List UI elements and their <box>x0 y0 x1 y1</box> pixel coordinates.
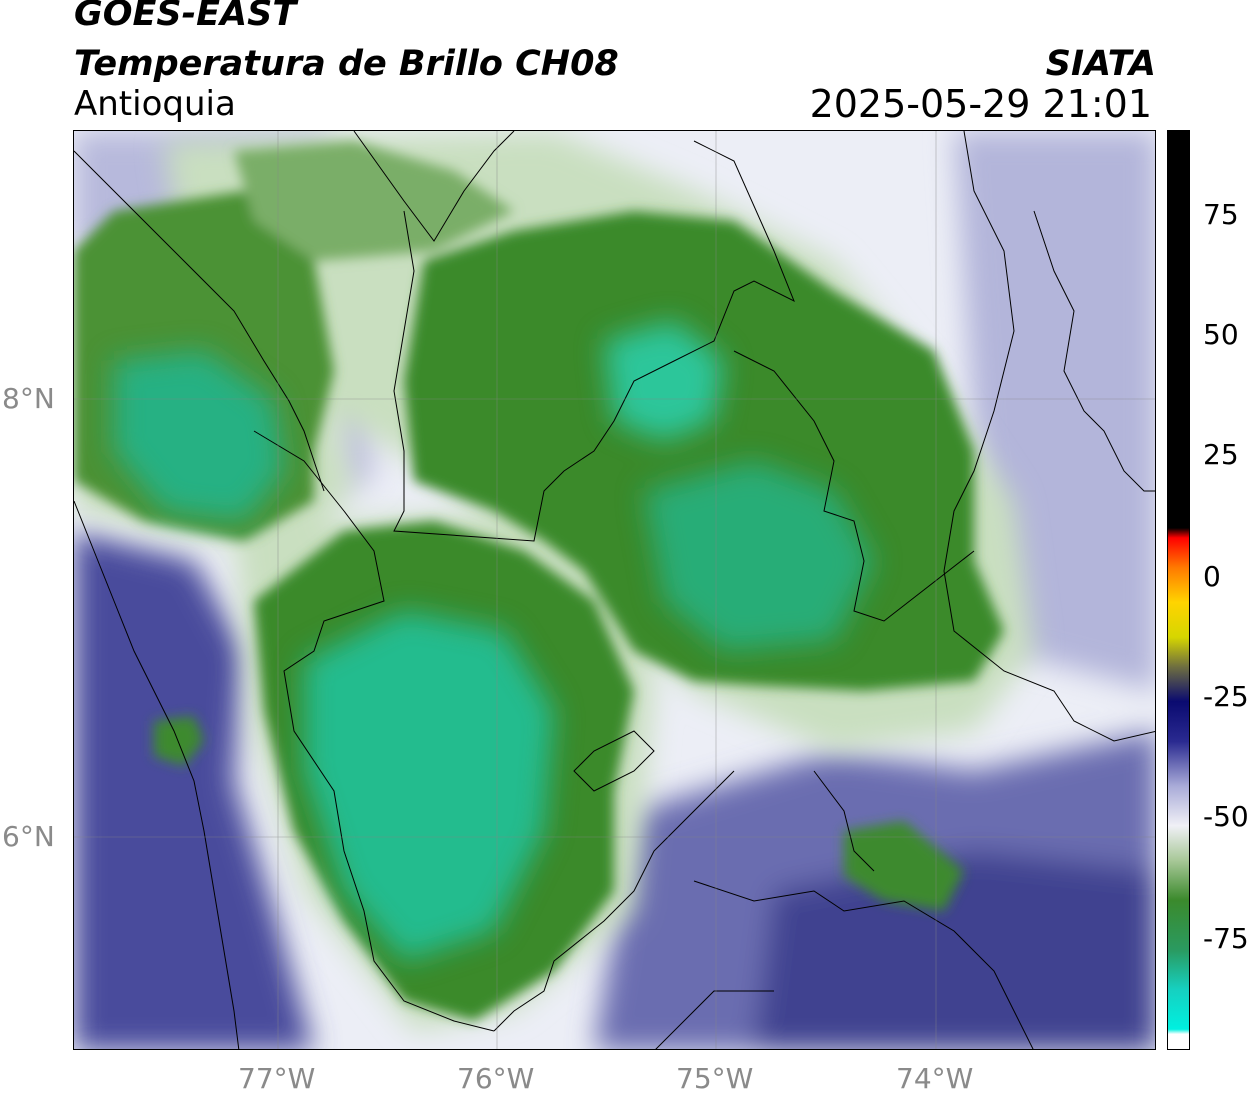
border-southeast-2 <box>813 770 875 872</box>
border-antioquia-north <box>393 140 795 542</box>
gridlines <box>74 131 1155 1049</box>
lat-tick-label: 8°N <box>2 382 55 415</box>
colorbar-tick-label: -50 <box>1203 800 1249 833</box>
lon-tick-label: 74°W <box>896 1062 974 1095</box>
cold-cloud-northwest <box>114 351 284 521</box>
colorbar-tick-label: 50 <box>1203 318 1239 351</box>
satellite-title: GOES-EAST <box>74 0 297 34</box>
cold-cloud-central <box>304 611 554 961</box>
cold-cloud-east <box>644 461 874 651</box>
organization-label: SIATA <box>1045 44 1156 84</box>
border-antioquia-west <box>253 430 495 1032</box>
green-cloud-islet <box>154 716 204 766</box>
product-title: Temperatura de Brillo CH08 <box>74 44 619 84</box>
border-south <box>655 990 774 1049</box>
colorbar-tick-label: 25 <box>1203 438 1239 471</box>
coastline-uraba <box>74 150 325 492</box>
border-east <box>943 131 1155 742</box>
colorbar-tick-label: -75 <box>1203 922 1249 955</box>
clear-sky-west <box>74 531 314 1049</box>
colorbar-tick-label: 0 <box>1203 560 1221 593</box>
colorbar-tick-label: -25 <box>1203 680 1249 713</box>
lon-tick-label: 75°W <box>676 1062 754 1095</box>
colorbar-tick-label: 75 <box>1203 198 1239 231</box>
green-cloud-north <box>234 141 514 261</box>
border-antioquia-south <box>493 770 735 1032</box>
border-southeast <box>693 880 1034 1049</box>
border-venezuela <box>1033 210 1155 492</box>
lon-tick-label: 77°W <box>238 1062 316 1095</box>
map-canvas <box>74 131 1155 1049</box>
datetime-label: 2025-05-29 21:01 <box>809 82 1152 126</box>
boundaries <box>74 131 1155 1049</box>
border-antioquia-east <box>733 350 975 622</box>
green-cloud-southeast <box>844 821 964 911</box>
coastline-caribbean <box>353 131 515 242</box>
region-label: Antioquia <box>74 84 236 124</box>
colorbar <box>1167 130 1190 1050</box>
coastline-pacific <box>74 500 240 1049</box>
lat-tick-label: 6°N <box>2 820 55 853</box>
border-chinchina-region <box>573 730 655 792</box>
clear-sky-southeast-deep <box>754 851 1155 1049</box>
lon-tick-label: 76°W <box>457 1062 535 1095</box>
brightness-temperature-map <box>73 130 1156 1050</box>
